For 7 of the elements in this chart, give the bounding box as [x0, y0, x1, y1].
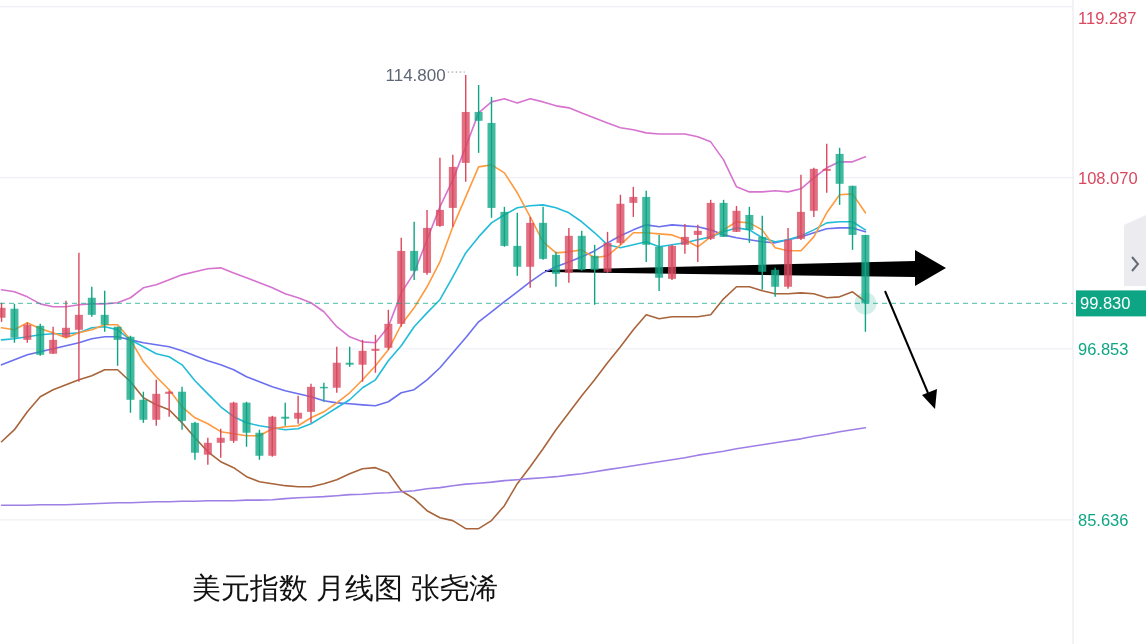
- ref-line-label: 99.830: [1080, 294, 1131, 313]
- y-tick-label: 108.070: [1078, 168, 1138, 187]
- y-tick-label: 119.287: [1078, 9, 1137, 27]
- text: 美元指数 月线图 张尧浠: [192, 572, 499, 604]
- y-tick-label: 96.853: [1078, 339, 1129, 358]
- y-tick-label: 85.636: [1078, 510, 1129, 529]
- annotation: 114.800: [385, 65, 446, 85]
